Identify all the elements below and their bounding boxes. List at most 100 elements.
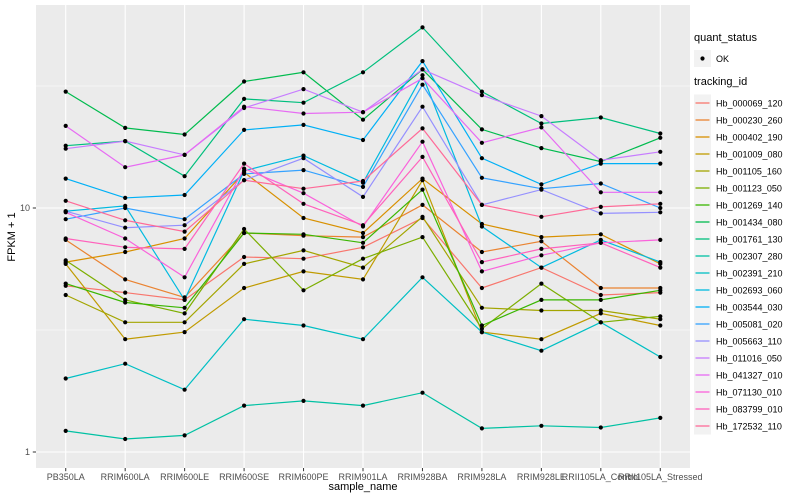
- data-point: [658, 201, 663, 206]
- data-point: [242, 178, 247, 183]
- data-point: [301, 100, 306, 105]
- data-point: [658, 260, 663, 265]
- data-point: [420, 59, 425, 64]
- data-point: [123, 320, 128, 325]
- data-point: [301, 168, 306, 173]
- data-point: [420, 202, 425, 207]
- data-point: [598, 158, 603, 163]
- data-point: [63, 261, 68, 266]
- x-tick-label: RRIM901LA: [338, 472, 387, 482]
- data-point: [123, 337, 128, 342]
- data-point: [479, 175, 484, 180]
- data-point: [360, 265, 366, 270]
- legend-item-Hb_071130_010: Hb_071130_010: [694, 383, 782, 401]
- data-point: [598, 308, 603, 313]
- x-tick-label: RRIM600LE: [160, 472, 209, 482]
- data-point: [182, 229, 187, 234]
- data-point: [479, 285, 484, 291]
- data-point: [539, 182, 544, 187]
- data-point: [420, 104, 425, 109]
- data-point: [420, 82, 425, 87]
- legend-label: Hb_000402_190: [716, 133, 783, 143]
- data-point: [182, 433, 187, 438]
- data-point: [301, 87, 306, 92]
- legend-item-Hb_001123_050: Hb_001123_050: [694, 179, 782, 197]
- data-point: [360, 235, 366, 240]
- x-tick-label: RRIM600SE: [219, 472, 269, 482]
- data-point: [598, 115, 603, 120]
- data-point: [182, 132, 187, 137]
- data-point: [182, 387, 187, 392]
- data-point: [658, 323, 663, 328]
- data-point: [123, 125, 128, 130]
- data-point: [182, 305, 187, 310]
- data-point: [420, 214, 425, 219]
- data-point: [63, 89, 68, 94]
- data-point: [242, 285, 247, 291]
- data-point: [63, 143, 68, 148]
- legend-item-Hb_001105_160: Hb_001105_160: [694, 162, 782, 180]
- data-point: [539, 121, 544, 126]
- data-point: [539, 239, 544, 244]
- data-point: [123, 300, 128, 305]
- chart-panel: [36, 5, 690, 468]
- data-point: [658, 237, 663, 242]
- data-point: [360, 70, 366, 75]
- data-point: [301, 215, 306, 221]
- legend-item-Hb_001761_130: Hb_001761_130: [694, 230, 783, 248]
- x-tick-label: RRIM600PE: [279, 472, 329, 482]
- data-point: [242, 261, 247, 266]
- data-point: [479, 330, 484, 335]
- data-point: [301, 248, 306, 253]
- data-point: [242, 96, 247, 101]
- data-point: [63, 281, 68, 286]
- legend-label: Hb_001009_080: [716, 150, 783, 160]
- legend-label: Hb_002391_210: [716, 269, 783, 279]
- data-point: [598, 204, 603, 209]
- data-point: [301, 70, 306, 75]
- data-point: [301, 398, 306, 403]
- data-point: [301, 122, 306, 127]
- data-point: [360, 184, 366, 189]
- data-point: [123, 225, 128, 230]
- data-point: [182, 192, 187, 198]
- data-point: [63, 210, 68, 215]
- point-key-icon: [700, 56, 705, 61]
- data-point: [420, 76, 425, 81]
- data-point: [242, 161, 247, 166]
- data-point: [598, 292, 603, 298]
- data-point: [242, 79, 247, 84]
- data-point: [182, 311, 187, 316]
- data-point: [242, 226, 247, 232]
- x-axis-title: sample_name: [328, 481, 397, 493]
- data-point: [420, 73, 425, 78]
- data-point: [598, 240, 603, 245]
- data-point: [123, 436, 128, 442]
- data-point: [123, 236, 128, 241]
- data-point: [479, 224, 484, 229]
- data-point: [360, 178, 366, 184]
- data-point: [242, 230, 247, 236]
- data-point: [539, 114, 544, 119]
- data-point: [479, 202, 484, 207]
- data-point: [598, 311, 603, 316]
- data-point: [658, 317, 663, 322]
- data-point: [539, 235, 544, 240]
- legend-item-Hb_001009_080: Hb_001009_080: [694, 145, 783, 163]
- legend-label-ok: OK: [716, 54, 729, 64]
- data-point: [658, 135, 663, 140]
- data-point: [658, 161, 663, 166]
- data-point: [598, 161, 603, 166]
- data-point: [360, 403, 366, 408]
- legend-item-Hb_002307_280: Hb_002307_280: [694, 247, 783, 265]
- data-point: [242, 254, 247, 260]
- x-axis: PB350LA RRIM600LA RRIM600LE RRIM600SE RRIM60…: [47, 468, 703, 482]
- data-point: [539, 281, 544, 286]
- legend-item-Hb_002693_060: Hb_002693_060: [694, 281, 783, 299]
- data-point: [539, 187, 544, 192]
- data-point: [598, 232, 603, 237]
- data-point: [301, 111, 306, 116]
- data-point: [658, 205, 663, 211]
- legend-label: Hb_011016_050: [716, 354, 782, 364]
